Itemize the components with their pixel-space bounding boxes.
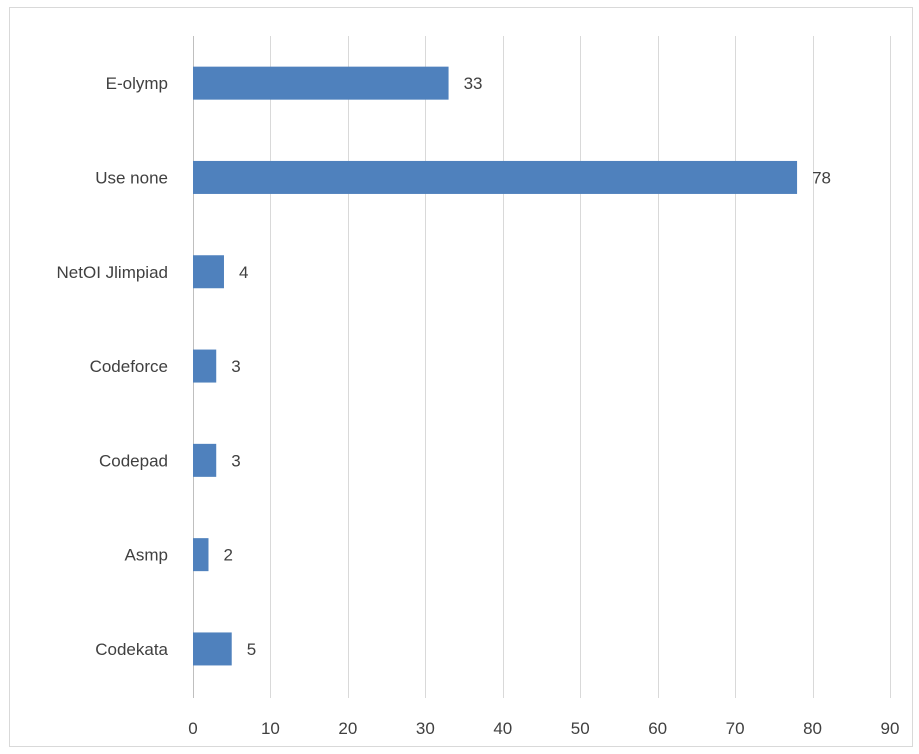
- bar: [193, 349, 217, 383]
- data-label: 33: [464, 74, 483, 93]
- y-tick-label: Asmp: [125, 546, 168, 565]
- x-axis-labels: 0 10 20 30 40 50 60 70 80 90: [188, 719, 899, 738]
- x-tick-label: 10: [261, 719, 280, 738]
- bar: [193, 632, 232, 666]
- bar: [193, 160, 798, 194]
- y-tick-label: Use none: [95, 168, 168, 187]
- x-tick-label: 40: [493, 719, 512, 738]
- y-tick-label: Codekata: [95, 640, 168, 659]
- data-label: 78: [812, 168, 831, 187]
- x-tick-label: 70: [726, 719, 745, 738]
- x-tick-label: 30: [416, 719, 435, 738]
- y-tick-label: E-olymp: [106, 74, 168, 93]
- data-label: 2: [223, 546, 232, 565]
- bars: [193, 66, 798, 666]
- grid: [193, 36, 891, 698]
- y-tick-label: Codeforce: [90, 357, 168, 376]
- bar: [193, 66, 449, 100]
- x-tick-label: 60: [648, 719, 667, 738]
- data-label: 4: [239, 263, 248, 282]
- x-tick-label: 90: [881, 719, 900, 738]
- bar: [193, 443, 217, 477]
- x-tick-label: 0: [188, 719, 197, 738]
- x-tick-label: 20: [338, 719, 357, 738]
- chart-frame: [9, 7, 913, 747]
- data-label: 3: [231, 451, 240, 470]
- y-tick-label: NetOI Jlimpiad: [57, 263, 168, 282]
- bar: [193, 255, 224, 289]
- y-tick-label: Codepad: [99, 451, 168, 470]
- bar: [193, 538, 209, 572]
- y-axis-labels: E-olymp Use none NetOI Jlimpiad Codeforce Co…: [57, 74, 169, 659]
- x-tick-label: 50: [571, 719, 590, 738]
- data-label: 3: [231, 357, 240, 376]
- data-label: 5: [247, 640, 256, 659]
- x-tick-label: 80: [803, 719, 822, 738]
